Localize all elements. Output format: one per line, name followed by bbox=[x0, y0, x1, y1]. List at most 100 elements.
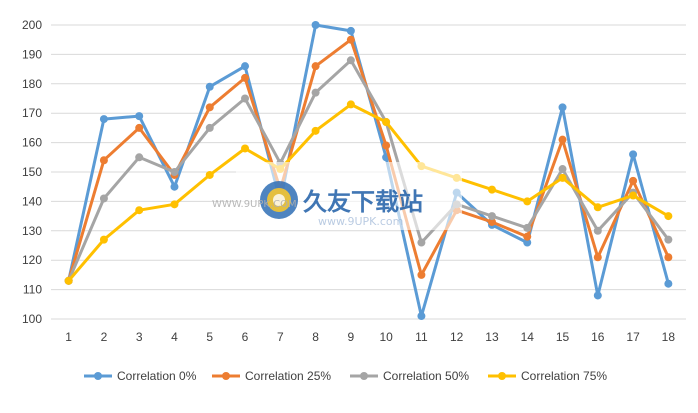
data-point bbox=[205, 123, 214, 132]
data-point bbox=[558, 173, 567, 182]
data-point bbox=[593, 203, 602, 212]
data-point bbox=[135, 112, 144, 121]
y-tick-label: 110 bbox=[23, 283, 42, 297]
data-point bbox=[629, 191, 638, 200]
data-point bbox=[346, 56, 355, 65]
data-point bbox=[311, 62, 320, 71]
x-tick-label: 14 bbox=[521, 330, 535, 344]
data-point bbox=[135, 153, 144, 162]
data-point bbox=[170, 168, 179, 176]
x-tick-label: 7 bbox=[277, 330, 284, 344]
data-point bbox=[664, 253, 673, 262]
data-point bbox=[241, 73, 250, 82]
legend-item: Correlation 0% bbox=[84, 369, 197, 383]
data-point bbox=[417, 312, 426, 321]
x-tick-label: 3 bbox=[136, 330, 143, 344]
data-point bbox=[664, 235, 673, 244]
y-tick-label: 140 bbox=[22, 194, 42, 208]
x-tick-label: 13 bbox=[485, 330, 499, 344]
data-point bbox=[99, 115, 108, 124]
x-tick-label: 8 bbox=[312, 330, 319, 344]
data-point bbox=[346, 35, 355, 44]
data-point bbox=[523, 197, 532, 206]
x-tick-label: 11 bbox=[415, 330, 428, 344]
x-tick-label: 17 bbox=[626, 330, 640, 344]
data-point bbox=[311, 21, 320, 29]
y-tick-label: 130 bbox=[22, 224, 42, 238]
y-axis-ticks: 100 110 120 130 140 150 160 170 180 190 200 bbox=[22, 18, 42, 326]
data-point bbox=[170, 182, 179, 191]
y-tick-label: 180 bbox=[22, 77, 42, 91]
data-point bbox=[170, 200, 179, 209]
data-point bbox=[99, 235, 108, 244]
data-point bbox=[205, 103, 214, 112]
data-point bbox=[417, 238, 426, 247]
data-point bbox=[382, 141, 391, 150]
legend-label: Correlation 50% bbox=[383, 369, 469, 383]
data-point bbox=[346, 26, 355, 35]
data-point bbox=[558, 135, 567, 144]
data-point bbox=[311, 88, 320, 97]
legend-label: Correlation 75% bbox=[521, 369, 607, 383]
series-line bbox=[67, 102, 670, 283]
data-point bbox=[346, 100, 355, 109]
x-tick-label: 2 bbox=[101, 330, 108, 344]
y-tick-label: 160 bbox=[22, 136, 42, 150]
x-tick-label: 5 bbox=[206, 330, 213, 344]
data-point bbox=[382, 118, 391, 127]
legend-item: Correlation 50% bbox=[350, 369, 469, 383]
data-point bbox=[241, 62, 250, 71]
watermark: 久友下载站 WWW.9UPK.COM www.9UPK.com bbox=[212, 162, 462, 230]
watermark-brand: 久友下载站 bbox=[303, 188, 423, 216]
x-tick-label: 9 bbox=[348, 330, 355, 344]
x-axis-ticks: 1 2 3 4 5 6 7 8 9 10 11 12 13 14 15 16 17 18 bbox=[65, 330, 675, 344]
y-tick-label: 150 bbox=[22, 165, 42, 179]
x-tick-label: 6 bbox=[242, 330, 249, 344]
data-point bbox=[487, 212, 496, 221]
watermark-logo bbox=[260, 181, 298, 219]
data-point bbox=[64, 276, 73, 285]
data-point bbox=[99, 194, 108, 203]
x-tick-label: 15 bbox=[556, 330, 570, 344]
y-tick-label: 190 bbox=[22, 47, 42, 61]
data-point bbox=[241, 144, 250, 153]
legend-marker bbox=[360, 372, 368, 380]
data-point bbox=[135, 123, 144, 132]
series-line bbox=[67, 58, 670, 283]
data-point bbox=[523, 223, 532, 232]
legend-item: Correlation 25% bbox=[212, 369, 331, 383]
y-tick-label: 170 bbox=[22, 106, 42, 120]
data-point bbox=[311, 126, 320, 135]
data-point bbox=[487, 217, 496, 226]
y-tick-label: 200 bbox=[22, 18, 42, 32]
data-point bbox=[558, 103, 567, 112]
legend: Correlation 0% Correlation 25% Correlation… bbox=[84, 369, 607, 383]
y-tick-label: 120 bbox=[22, 253, 42, 267]
x-tick-label: 10 bbox=[379, 330, 393, 344]
legend-marker bbox=[498, 372, 506, 380]
data-point bbox=[523, 232, 532, 241]
data-point bbox=[593, 291, 602, 300]
data-point bbox=[629, 176, 638, 185]
x-tick-label: 4 bbox=[171, 330, 178, 344]
watermark-url-left: WWW.9UPK.COM bbox=[212, 199, 297, 210]
data-point bbox=[593, 253, 602, 262]
x-tick-label: 18 bbox=[662, 330, 676, 344]
legend-marker bbox=[94, 372, 102, 380]
legend-marker bbox=[222, 372, 230, 380]
data-point bbox=[664, 212, 673, 221]
watermark-url-right: www.9UPK.com bbox=[318, 215, 403, 228]
data-point bbox=[558, 165, 567, 174]
data-point bbox=[487, 185, 496, 194]
x-tick-label: 12 bbox=[450, 330, 464, 344]
data-point bbox=[593, 226, 602, 235]
legend-item: Correlation 75% bbox=[488, 369, 607, 383]
series-line bbox=[67, 38, 670, 283]
data-point bbox=[135, 206, 144, 215]
data-point bbox=[629, 150, 638, 159]
x-tick-label: 1 bbox=[65, 330, 72, 344]
data-point bbox=[205, 170, 214, 179]
data-point bbox=[523, 238, 532, 247]
